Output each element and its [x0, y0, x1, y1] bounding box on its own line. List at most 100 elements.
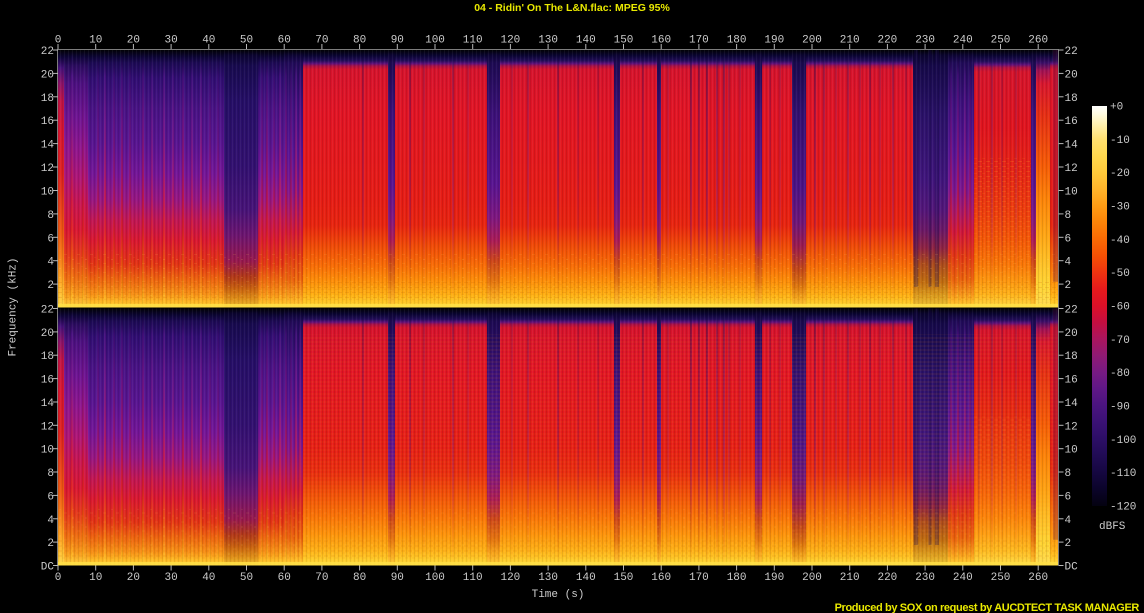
- svg-text:180: 180: [727, 35, 747, 47]
- svg-text:10: 10: [89, 572, 102, 584]
- svg-text:-10: -10: [1110, 135, 1130, 147]
- svg-text:22: 22: [1065, 46, 1078, 58]
- svg-text:2: 2: [1065, 280, 1072, 292]
- svg-text:0: 0: [55, 35, 62, 47]
- svg-text:230: 230: [915, 572, 935, 584]
- svg-text:4: 4: [1065, 257, 1072, 269]
- svg-text:14: 14: [41, 398, 55, 410]
- svg-text:6: 6: [47, 491, 54, 503]
- svg-text:18: 18: [41, 351, 54, 363]
- svg-text:16: 16: [41, 375, 54, 387]
- svg-text:80: 80: [353, 572, 366, 584]
- svg-text:250: 250: [991, 572, 1011, 584]
- svg-text:80: 80: [353, 35, 366, 47]
- svg-text:60: 60: [278, 572, 291, 584]
- svg-text:12: 12: [1065, 163, 1078, 175]
- svg-text:100: 100: [425, 35, 445, 47]
- svg-text:30: 30: [164, 35, 177, 47]
- svg-text:60: 60: [278, 35, 291, 47]
- svg-text:16: 16: [1065, 375, 1078, 387]
- svg-text:40: 40: [202, 572, 215, 584]
- svg-text:210: 210: [840, 35, 860, 47]
- svg-text:20: 20: [41, 69, 54, 81]
- svg-text:12: 12: [41, 421, 54, 433]
- svg-text:4: 4: [47, 257, 54, 269]
- svg-text:10: 10: [41, 187, 54, 199]
- svg-text:+0: +0: [1110, 102, 1123, 114]
- svg-text:2: 2: [47, 538, 54, 550]
- svg-text:20: 20: [1065, 328, 1078, 340]
- svg-text:0: 0: [55, 572, 62, 584]
- svg-text:40: 40: [202, 35, 215, 47]
- svg-text:8: 8: [1065, 210, 1072, 222]
- svg-text:-80: -80: [1110, 368, 1130, 380]
- svg-text:2: 2: [47, 280, 54, 292]
- svg-text:10: 10: [41, 445, 54, 457]
- svg-text:12: 12: [41, 163, 54, 175]
- svg-text:-30: -30: [1110, 202, 1130, 214]
- svg-text:Time (s): Time (s): [532, 589, 585, 601]
- svg-text:220: 220: [877, 35, 897, 47]
- svg-text:130: 130: [538, 35, 558, 47]
- svg-text:14: 14: [1065, 398, 1079, 410]
- svg-text:2: 2: [1065, 538, 1072, 550]
- svg-text:14: 14: [1065, 140, 1079, 152]
- svg-text:70: 70: [315, 35, 328, 47]
- svg-text:-100: -100: [1110, 435, 1136, 447]
- svg-text:210: 210: [840, 572, 860, 584]
- svg-text:8: 8: [47, 210, 54, 222]
- svg-text:190: 190: [764, 35, 784, 47]
- svg-text:170: 170: [689, 572, 709, 584]
- svg-text:16: 16: [41, 116, 54, 128]
- svg-text:200: 200: [802, 35, 822, 47]
- svg-text:180: 180: [727, 572, 747, 584]
- svg-text:120: 120: [500, 35, 520, 47]
- svg-text:50: 50: [240, 572, 253, 584]
- svg-text:160: 160: [651, 572, 671, 584]
- svg-text:8: 8: [47, 468, 54, 480]
- svg-text:260: 260: [1028, 572, 1048, 584]
- svg-text:-60: -60: [1110, 302, 1130, 314]
- svg-text:-40: -40: [1110, 235, 1130, 247]
- svg-text:240: 240: [953, 35, 973, 47]
- svg-text:6: 6: [47, 233, 54, 245]
- svg-text:12: 12: [1065, 421, 1078, 433]
- svg-text:200: 200: [802, 572, 822, 584]
- svg-text:190: 190: [764, 572, 784, 584]
- svg-text:260: 260: [1028, 35, 1048, 47]
- svg-text:90: 90: [391, 35, 404, 47]
- svg-text:22: 22: [1065, 305, 1078, 317]
- svg-text:-20: -20: [1110, 168, 1130, 180]
- svg-text:Produced by SOX on request by: Produced by SOX on request by AUCDTECT T…: [835, 602, 1140, 613]
- svg-text:-110: -110: [1110, 468, 1136, 480]
- svg-text:230: 230: [915, 35, 935, 47]
- svg-text:18: 18: [41, 93, 54, 105]
- svg-text:14: 14: [41, 140, 55, 152]
- svg-text:8: 8: [1065, 468, 1072, 480]
- svg-text:220: 220: [877, 572, 897, 584]
- svg-text:20: 20: [127, 35, 140, 47]
- svg-text:140: 140: [576, 35, 596, 47]
- svg-text:250: 250: [991, 35, 1011, 47]
- svg-text:30: 30: [164, 572, 177, 584]
- svg-text:140: 140: [576, 572, 596, 584]
- svg-text:20: 20: [127, 572, 140, 584]
- svg-text:20: 20: [1065, 69, 1078, 81]
- svg-text:120: 120: [500, 572, 520, 584]
- svg-text:150: 150: [614, 572, 634, 584]
- svg-text:100: 100: [425, 572, 445, 584]
- svg-text:130: 130: [538, 572, 558, 584]
- svg-text:50: 50: [240, 35, 253, 47]
- svg-text:70: 70: [315, 572, 328, 584]
- svg-text:22: 22: [41, 305, 54, 317]
- svg-text:Frequency (kHz): Frequency (kHz): [8, 257, 20, 356]
- svg-text:18: 18: [1065, 351, 1078, 363]
- svg-text:110: 110: [463, 572, 483, 584]
- svg-text:18: 18: [1065, 93, 1078, 105]
- svg-text:4: 4: [1065, 515, 1072, 527]
- svg-text:dBFS: dBFS: [1099, 521, 1126, 533]
- svg-text:-70: -70: [1110, 335, 1130, 347]
- svg-text:170: 170: [689, 35, 709, 47]
- svg-text:20: 20: [41, 328, 54, 340]
- svg-text:10: 10: [89, 35, 102, 47]
